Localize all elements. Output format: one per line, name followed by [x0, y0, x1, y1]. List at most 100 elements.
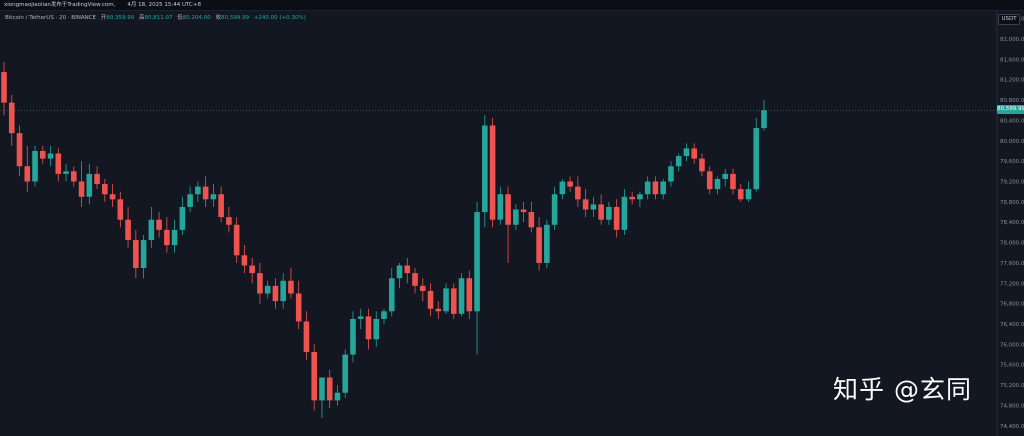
candle-down[interactable]	[272, 285, 279, 302]
candle-down[interactable]	[117, 199, 124, 220]
candle-down[interactable]	[55, 153, 62, 174]
candle-down[interactable]	[241, 255, 248, 266]
candle-up[interactable]	[497, 194, 504, 220]
candle-down[interactable]	[528, 212, 535, 228]
candle-up[interactable]	[140, 240, 147, 269]
candle-up[interactable]	[753, 128, 760, 190]
candle-down[interactable]	[427, 290, 434, 309]
candle-up[interactable]	[590, 204, 597, 210]
candle-down[interactable]	[218, 194, 224, 218]
candle-up[interactable]	[559, 181, 566, 195]
candle-up[interactable]	[357, 316, 364, 319]
candle-down[interactable]	[233, 224, 240, 256]
candle-up[interactable]	[551, 194, 558, 225]
candle-down[interactable]	[125, 219, 131, 241]
candle-up[interactable]	[474, 212, 480, 312]
candle-up[interactable]	[350, 318, 356, 355]
candle-down[interactable]	[730, 173, 736, 190]
candle-down[interactable]	[257, 273, 263, 294]
candle-down[interactable]	[365, 316, 372, 340]
candle-up[interactable]	[148, 219, 155, 241]
candle-up[interactable]	[606, 206, 612, 220]
candle-down[interactable]	[39, 150, 46, 159]
candle-up[interactable]	[187, 194, 193, 207]
candle-down[interactable]	[78, 181, 85, 197]
candle-down[interactable]	[24, 166, 31, 182]
candle-up[interactable]	[195, 186, 201, 195]
candle-up[interactable]	[722, 173, 729, 179]
candle-down[interactable]	[288, 280, 294, 294]
candle-down[interactable]	[435, 308, 442, 312]
candle-down[interactable]	[8, 102, 15, 134]
candle-down[interactable]	[303, 321, 310, 353]
candle-down[interactable]	[706, 171, 713, 190]
candle-down[interactable]	[575, 186, 581, 200]
price-axis[interactable]: 82,400.0082,000.0081,600.0081,200.0080,8…	[1000, 17, 1024, 430]
candle-up[interactable]	[171, 229, 178, 246]
candle-down[interactable]	[520, 209, 527, 213]
candle-up[interactable]	[373, 318, 380, 340]
candle-down[interactable]	[737, 189, 744, 200]
candle-down[interactable]	[133, 240, 139, 269]
candle-up[interactable]	[381, 311, 387, 319]
candle-down[interactable]	[691, 148, 697, 159]
candle-down[interactable]	[412, 273, 418, 286]
candle-up[interactable]	[47, 153, 54, 159]
candle-up[interactable]	[683, 148, 690, 157]
candle-up[interactable]	[86, 173, 93, 197]
candle-up[interactable]	[280, 280, 286, 302]
candle-up[interactable]	[396, 265, 403, 279]
candle-up[interactable]	[443, 288, 449, 312]
candle-down[interactable]	[311, 352, 317, 401]
candle-up[interactable]	[264, 285, 271, 294]
candle-up[interactable]	[513, 209, 519, 225]
candle-down[interactable]	[699, 158, 705, 172]
candle-down[interactable]	[505, 194, 511, 225]
candle-down[interactable]	[1, 72, 7, 103]
candle-down[interactable]	[466, 278, 473, 312]
candle-up[interactable]	[32, 150, 38, 182]
candle-down[interactable]	[202, 186, 209, 200]
candle-down[interactable]	[109, 194, 116, 200]
candle-up[interactable]	[63, 171, 69, 174]
currency-badge[interactable]: USDT	[998, 14, 1020, 25]
candle-up[interactable]	[714, 178, 721, 190]
candle-down[interactable]	[451, 288, 457, 314]
candle-down[interactable]	[295, 293, 302, 322]
candle-down[interactable]	[94, 173, 100, 185]
candle-up[interactable]	[644, 181, 651, 195]
candle-down[interactable]	[249, 265, 255, 274]
candle-down[interactable]	[652, 181, 659, 195]
candle-up[interactable]	[334, 392, 341, 401]
candle-down[interactable]	[102, 184, 108, 195]
candle-up[interactable]	[458, 278, 465, 314]
candle-down[interactable]	[16, 133, 23, 167]
candle-down[interactable]	[489, 125, 496, 220]
candle-up[interactable]	[210, 194, 217, 200]
candle-up[interactable]	[319, 377, 325, 401]
candle-down[interactable]	[404, 265, 411, 274]
candle-down[interactable]	[326, 377, 333, 401]
candle-up[interactable]	[544, 224, 550, 263]
candle-down[interactable]	[156, 219, 162, 230]
candle-up[interactable]	[660, 181, 666, 195]
candle-up[interactable]	[342, 354, 349, 393]
candle-down[interactable]	[598, 204, 604, 220]
candle-down[interactable]	[567, 181, 573, 187]
candle-down[interactable]	[419, 285, 426, 291]
candle-down[interactable]	[71, 171, 77, 182]
symbol-title[interactable]: Bitcoin / TetherUS · 20 · BINANCE	[5, 15, 97, 21]
candle-up[interactable]	[675, 156, 682, 167]
candle-down[interactable]	[613, 206, 620, 230]
candle-down[interactable]	[536, 227, 542, 263]
candle-down[interactable]	[582, 199, 589, 210]
candle-up[interactable]	[179, 206, 186, 230]
candle-up[interactable]	[761, 110, 767, 129]
candle-up[interactable]	[668, 166, 674, 182]
candle-up[interactable]	[482, 125, 488, 213]
candle-up[interactable]	[745, 189, 752, 200]
candle-up[interactable]	[621, 196, 628, 230]
candle-up[interactable]	[388, 278, 395, 312]
candle-down[interactable]	[629, 196, 635, 200]
